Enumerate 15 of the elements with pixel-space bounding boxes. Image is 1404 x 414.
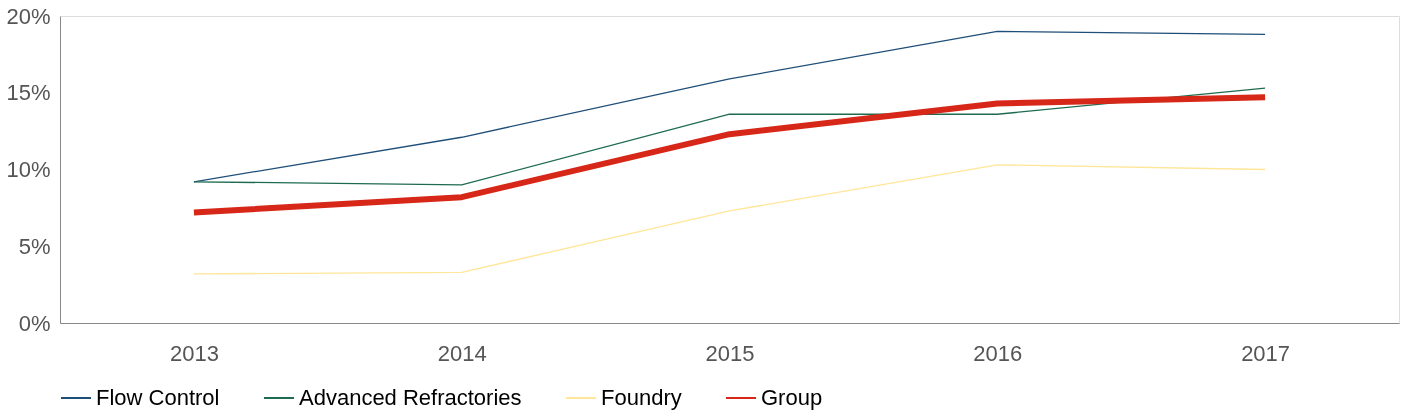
x-tick-label: 2013 (169, 340, 219, 366)
x-tick-label: 2014 (437, 340, 487, 366)
y-tick-label: 0% (18, 310, 51, 336)
legend-label: Advanced Refractories (299, 385, 522, 410)
x-tick-label: 2016 (973, 340, 1023, 366)
line-series (193, 164, 1266, 275)
x-tick-label: 2017 (1241, 340, 1291, 366)
x-tick-label: 2015 (705, 340, 755, 366)
y-tick-label: 10% (6, 157, 51, 182)
legend-label: Flow Control (96, 385, 220, 410)
y-tick-label: 20% (6, 3, 51, 29)
legend-label: Foundry (601, 385, 682, 410)
y-tick-label: 5% (18, 233, 51, 259)
y-tick-label: 15% (6, 80, 51, 106)
legend-label: Group (761, 385, 823, 410)
